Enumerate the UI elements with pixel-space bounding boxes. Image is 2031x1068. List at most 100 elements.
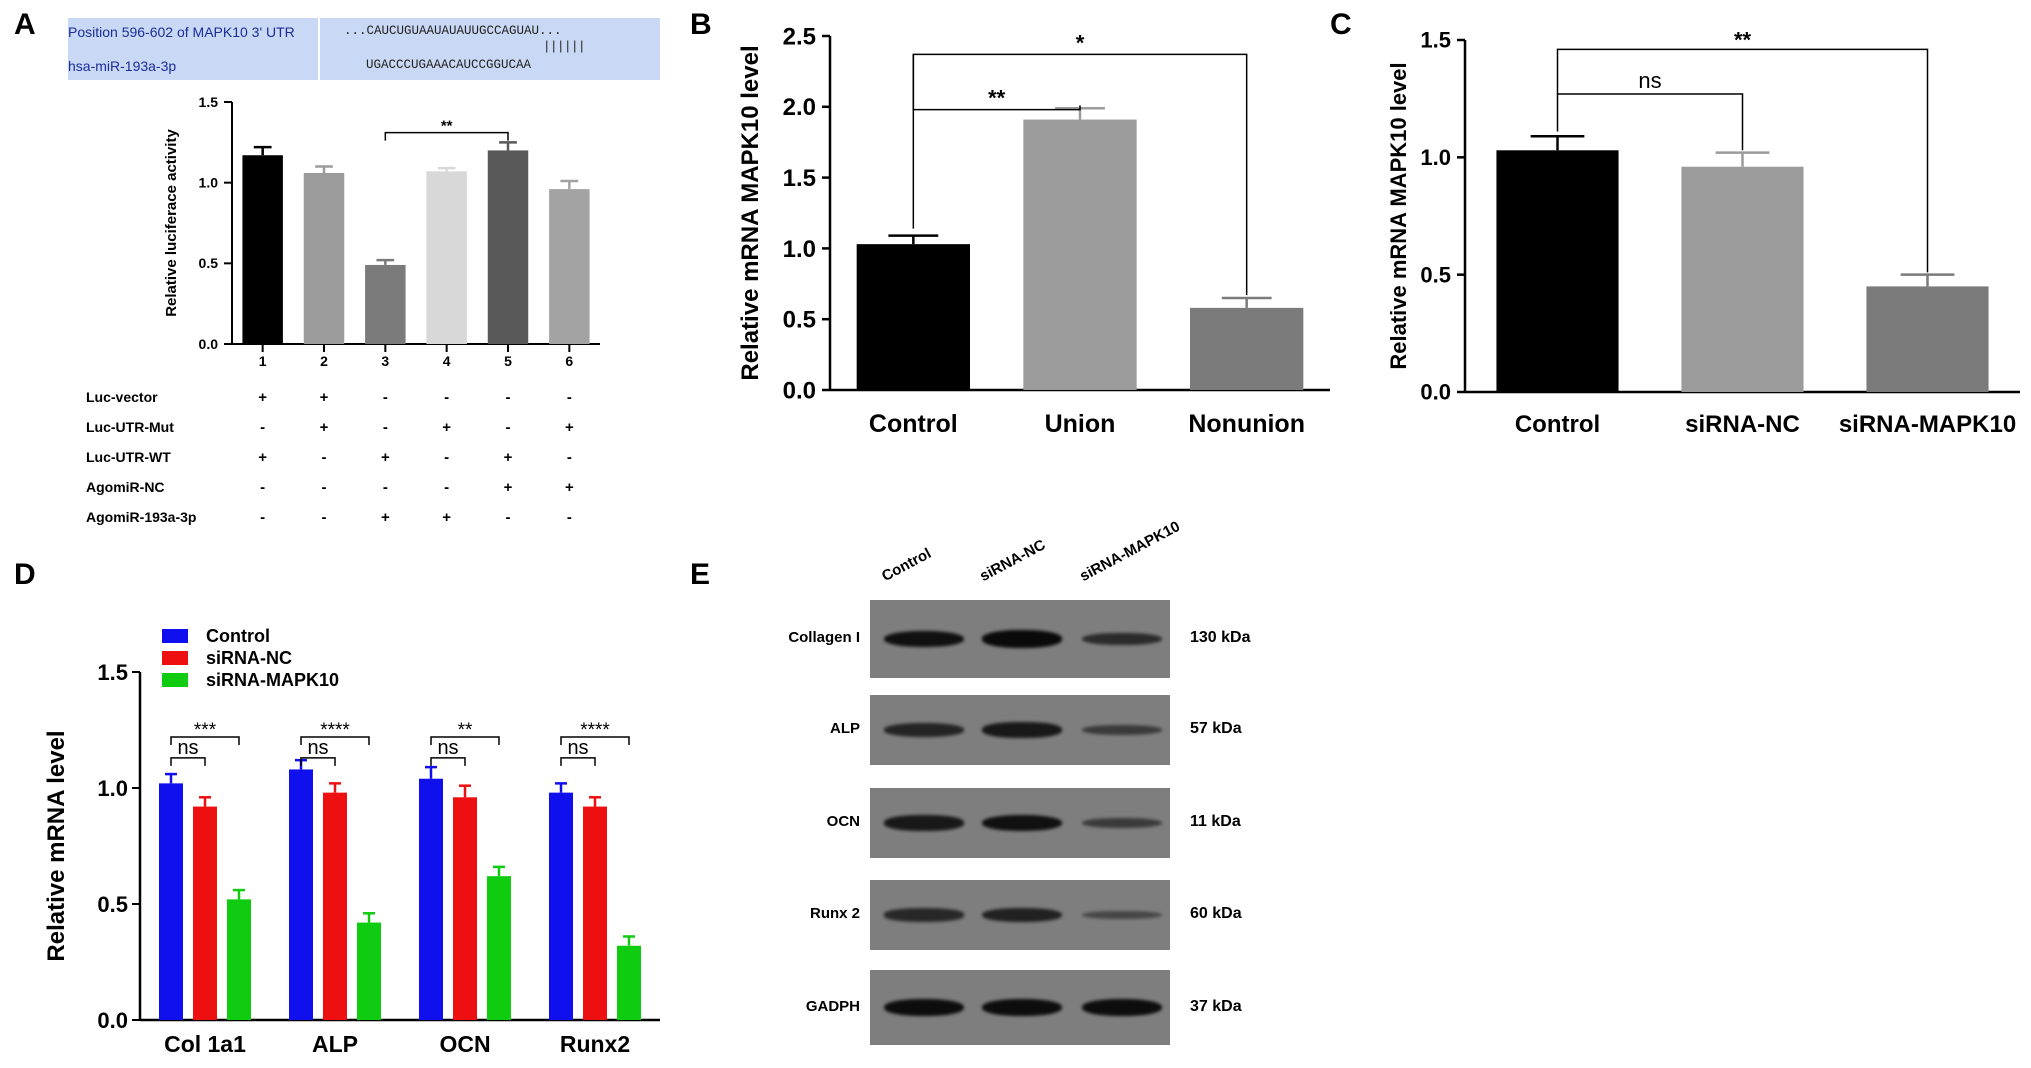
condition-mark: - xyxy=(383,389,388,406)
x-tick-label: 4 xyxy=(443,353,451,369)
bar-control xyxy=(159,783,183,1020)
target-sequence: ...CAUCUGUAAUAUAUUGCCAGUAU... xyxy=(344,24,562,38)
bar-sirna-mapk10 xyxy=(357,922,381,1020)
blot-membrane-strip xyxy=(870,788,1170,858)
bar-control xyxy=(1496,150,1619,392)
condition-name: Luc-vector xyxy=(86,389,158,405)
condition-name: Luc-UTR-WT xyxy=(86,449,171,465)
condition-mark: + xyxy=(381,509,390,526)
significance-bracket xyxy=(430,757,466,766)
bar-sirna-nc xyxy=(1681,166,1804,392)
x-tick-label: 3 xyxy=(381,353,389,369)
blot-kda-label: 37 kDa xyxy=(1190,997,1242,1015)
legend-label: Control xyxy=(206,626,270,646)
significance-bracket xyxy=(1556,48,1929,273)
x-tick-label: siRNA-MAPK10 xyxy=(1839,411,2016,438)
condition-mark: - xyxy=(260,509,265,526)
condition-mark: + xyxy=(442,509,451,526)
panel-label-b: B xyxy=(690,8,712,41)
bar-sirna-mapk10 xyxy=(617,945,641,1020)
significance-bracket xyxy=(300,736,370,745)
legend-label: siRNA-NC xyxy=(206,648,292,668)
condition-mark: - xyxy=(506,389,511,406)
significance-label: ** xyxy=(458,720,473,741)
blot-band xyxy=(884,630,964,648)
condition-mark: + xyxy=(504,449,513,466)
legend-swatch xyxy=(162,651,188,665)
blot-band xyxy=(1082,632,1162,646)
condition-mark: + xyxy=(565,479,574,496)
significance-label: *** xyxy=(194,720,217,741)
blot-lane-label: siRNA-NC xyxy=(977,536,1049,585)
blot-band xyxy=(884,908,964,922)
bar-sirna-mapk10 xyxy=(227,899,251,1020)
significance-label: * xyxy=(1076,30,1085,55)
y-tick-label: 1.5 xyxy=(199,94,219,110)
condition-mark: - xyxy=(260,479,265,496)
condition-mark: + xyxy=(258,389,267,406)
significance-label: ns xyxy=(177,737,198,759)
bar-control xyxy=(549,792,573,1020)
y-axis-label: Relative luciferace activity xyxy=(163,129,180,317)
y-tick-label: 1.0 xyxy=(199,175,219,191)
blot-membrane-strip xyxy=(870,695,1170,765)
legend-swatch xyxy=(162,673,188,687)
condition-mark: - xyxy=(322,509,327,526)
significance-bracket xyxy=(1557,93,1744,151)
x-tick-label: 1 xyxy=(259,353,267,369)
significance-label: ns xyxy=(307,737,328,759)
significance-label: ** xyxy=(988,86,1006,111)
significance-bracket xyxy=(430,736,500,745)
y-tick-label: 0.5 xyxy=(1420,262,1451,287)
x-tick-label: siRNA-NC xyxy=(1685,411,1800,438)
significance-label: ** xyxy=(1734,27,1752,52)
significance-bracket xyxy=(560,757,596,766)
condition-mark: - xyxy=(444,479,449,496)
y-tick-label: 1.5 xyxy=(97,660,128,685)
blot-protein-label: OCN xyxy=(826,813,860,830)
panel-label-e: E xyxy=(690,558,711,591)
bar-control xyxy=(856,244,970,390)
panel-label-d: D xyxy=(14,558,36,591)
bar-4 xyxy=(426,171,467,344)
blot-band xyxy=(1082,724,1162,736)
blot-band xyxy=(1082,817,1162,829)
bar-sirna-mapk10 xyxy=(487,876,511,1020)
panel-label-a: A xyxy=(14,8,36,41)
significance-bracket xyxy=(300,757,336,766)
x-tick-label: Nonunion xyxy=(1188,410,1305,438)
condition-name: AgomiR-193a-3p xyxy=(86,509,196,525)
x-tick-label: 5 xyxy=(504,353,512,369)
legend-swatch xyxy=(162,629,188,643)
blot-protein-label: Collagen I xyxy=(788,629,860,646)
condition-mark: + xyxy=(442,419,451,436)
bar-sirna-nc xyxy=(193,806,217,1020)
y-axis-label: Relative mRNA MAPK10 level xyxy=(737,45,764,380)
y-tick-label: 0.0 xyxy=(1420,380,1451,405)
bar-6 xyxy=(549,189,590,344)
x-tick-label: OCN xyxy=(439,1031,490,1057)
condition-mark: + xyxy=(320,389,329,406)
y-tick-label: 0.5 xyxy=(199,255,219,271)
condition-mark: + xyxy=(320,419,329,436)
significance-label: **** xyxy=(580,720,610,741)
bar-sirna-nc xyxy=(583,806,607,1020)
blot-band xyxy=(982,907,1062,923)
condition-mark: - xyxy=(322,449,327,466)
bar-sirna-mapk10 xyxy=(1866,286,1989,392)
condition-mark: - xyxy=(444,449,449,466)
blot-lane-label: Control xyxy=(879,544,935,585)
condition-name: AgomiR-NC xyxy=(86,479,165,495)
bar-sirna-nc xyxy=(323,792,347,1020)
significance-bracket xyxy=(560,736,630,745)
y-axis-label: Relative mRNA MAPK10 level xyxy=(1386,62,1411,369)
blot-band xyxy=(982,998,1062,1017)
significance-label: ns xyxy=(1638,68,1661,93)
significance-bracket xyxy=(170,757,206,766)
x-tick-label: Control xyxy=(869,410,958,438)
y-tick-label: 0.0 xyxy=(199,336,219,352)
blot-band xyxy=(982,630,1062,648)
sequence-position-label: Position 596-602 of MAPK10 3' UTR xyxy=(68,24,295,40)
blot-kda-label: 11 kDa xyxy=(1190,813,1241,830)
sequence-alignment-box: Position 596-602 of MAPK10 3' UTR hsa-mi… xyxy=(68,18,660,80)
